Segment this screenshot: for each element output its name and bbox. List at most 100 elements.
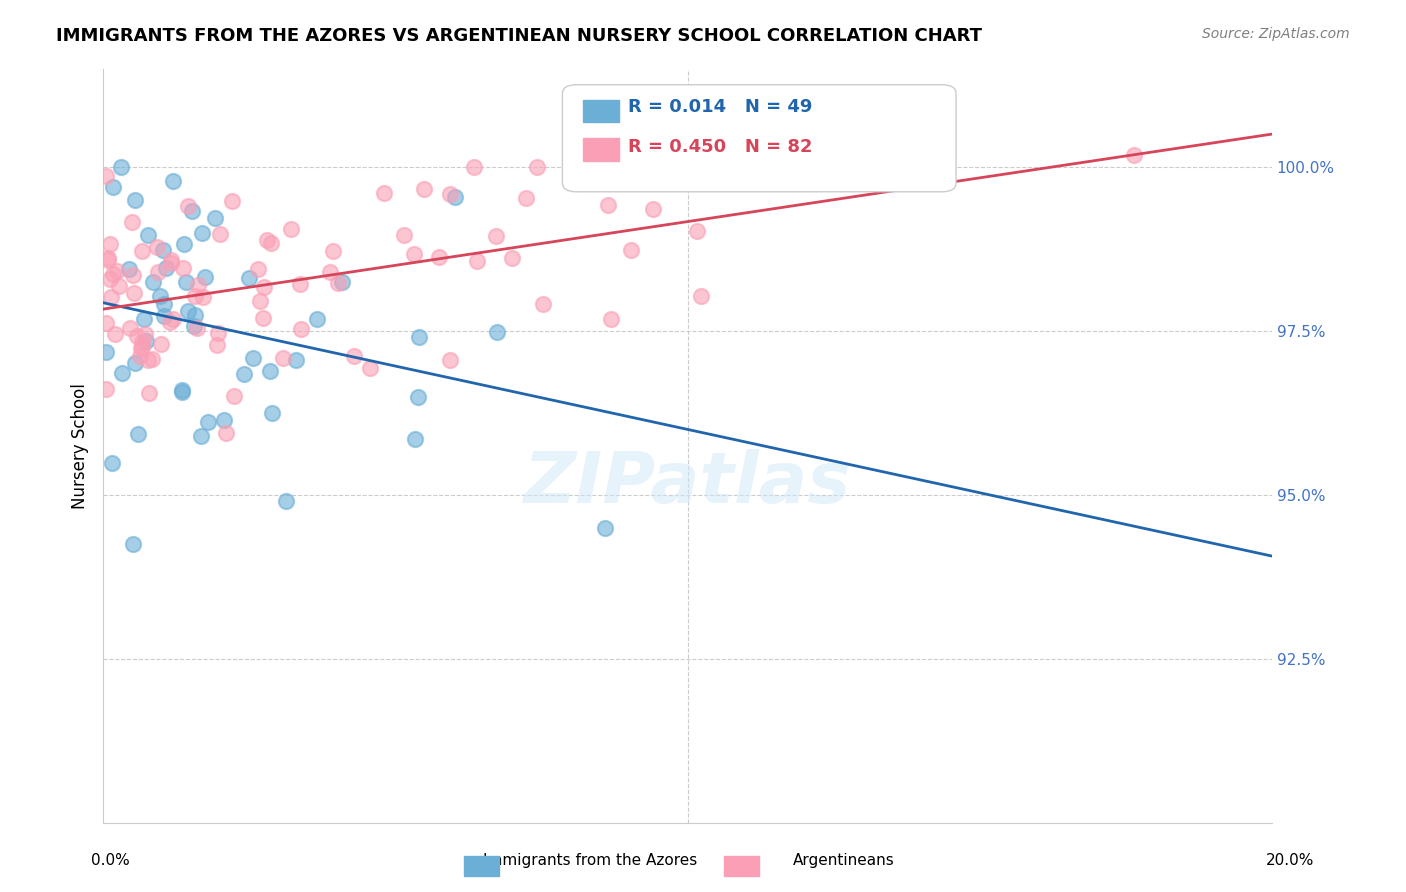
Point: [439, 353, 461, 368]
Point: [131, 334, 153, 349]
Point: [136, 352, 159, 367]
Point: [262, 406, 284, 420]
Point: [359, 361, 381, 376]
Point: [290, 322, 312, 336]
Point: [233, 367, 256, 381]
Point: [122, 285, 145, 300]
Point: [145, 240, 167, 254]
Point: [129, 341, 152, 355]
Point: [136, 228, 159, 243]
Point: [111, 366, 134, 380]
Point: [260, 236, 283, 251]
Point: [180, 203, 202, 218]
Point: [173, 236, 195, 251]
Point: [280, 222, 302, 236]
Point: [307, 312, 329, 326]
Point: [284, 353, 307, 368]
Point: [183, 308, 205, 322]
Point: [141, 351, 163, 366]
Point: [501, 251, 523, 265]
Point: [194, 270, 217, 285]
Point: [172, 384, 194, 399]
Point: [392, 227, 415, 242]
Point: [155, 261, 177, 276]
Point: [101, 457, 124, 471]
Point: [172, 383, 194, 397]
Point: [444, 190, 467, 204]
Point: [486, 325, 509, 339]
Point: [596, 198, 619, 212]
Point: [131, 340, 153, 354]
Point: [215, 426, 238, 441]
Point: [162, 174, 184, 188]
Point: [463, 160, 485, 174]
Point: [274, 494, 297, 508]
Text: Argentineans: Argentineans: [793, 854, 894, 868]
Point: [159, 315, 181, 329]
Point: [1123, 147, 1146, 161]
Point: [191, 290, 214, 304]
Point: [177, 304, 200, 318]
Point: [94, 382, 117, 396]
Point: [183, 318, 205, 333]
Point: [184, 289, 207, 303]
Point: [686, 224, 709, 238]
Point: [110, 160, 132, 174]
Point: [222, 389, 245, 403]
Point: [600, 311, 623, 326]
Point: [135, 334, 157, 348]
Point: [186, 321, 208, 335]
Point: [142, 275, 165, 289]
Text: 0.0%: 0.0%: [91, 854, 131, 868]
Point: [322, 244, 344, 259]
Point: [101, 267, 124, 281]
Point: [124, 356, 146, 370]
Point: [153, 309, 176, 323]
Point: [326, 276, 349, 290]
Point: [526, 160, 548, 174]
Point: [439, 187, 461, 202]
Point: [190, 428, 212, 442]
Point: [187, 278, 209, 293]
Point: [249, 293, 271, 308]
Point: [620, 243, 643, 257]
Point: [221, 194, 243, 209]
Point: [515, 191, 537, 205]
Point: [94, 169, 117, 183]
Point: [177, 199, 200, 213]
Point: [174, 275, 197, 289]
Point: [332, 275, 354, 289]
Point: [97, 253, 120, 268]
Point: [246, 262, 269, 277]
Point: [593, 521, 616, 535]
Point: [412, 182, 434, 196]
Point: [271, 351, 294, 365]
Point: [124, 193, 146, 207]
Point: [288, 277, 311, 291]
Text: Source: ZipAtlas.com: Source: ZipAtlas.com: [1202, 27, 1350, 41]
Point: [105, 264, 128, 278]
Text: 20.0%: 20.0%: [1267, 854, 1315, 868]
Point: [408, 330, 430, 344]
Y-axis label: Nursery School: Nursery School: [72, 383, 89, 509]
Point: [100, 290, 122, 304]
Point: [373, 186, 395, 200]
Point: [131, 244, 153, 259]
Point: [485, 229, 508, 244]
Point: [402, 247, 425, 261]
Point: [404, 432, 426, 446]
Point: [253, 280, 276, 294]
Point: [148, 265, 170, 279]
Point: [212, 413, 235, 427]
Point: [127, 427, 149, 442]
Point: [162, 312, 184, 326]
Point: [153, 297, 176, 311]
Point: [259, 364, 281, 378]
Point: [252, 311, 274, 326]
Point: [118, 262, 141, 277]
Point: [107, 279, 129, 293]
Point: [94, 316, 117, 330]
Point: [343, 349, 366, 363]
Text: ZIPatlas: ZIPatlas: [524, 450, 851, 518]
Point: [101, 179, 124, 194]
